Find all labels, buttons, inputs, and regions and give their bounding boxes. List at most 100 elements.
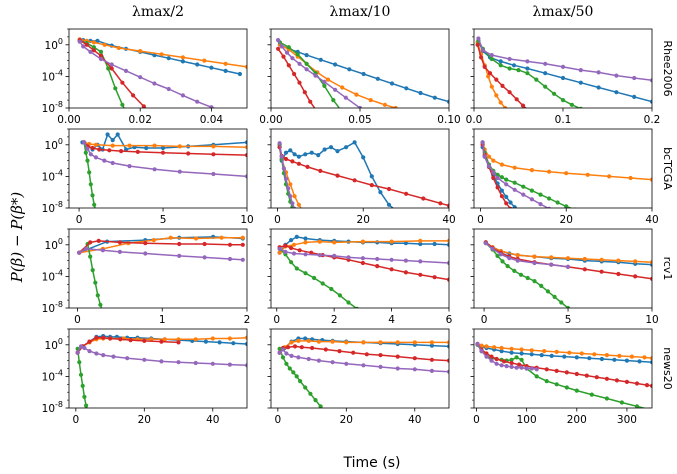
data-point-purple <box>480 48 485 53</box>
row-label-rhee2006: Rhee2006 <box>661 40 674 96</box>
data-point-green <box>588 110 592 114</box>
data-point-purple <box>538 202 543 207</box>
data-point-red <box>514 97 519 102</box>
data-point-red <box>160 150 166 155</box>
y-tick-label: 10-4 <box>42 268 63 283</box>
data-point-purple <box>289 353 294 358</box>
data-point-orange <box>202 58 207 63</box>
data-point-green <box>560 98 566 103</box>
data-point-blue <box>361 155 366 160</box>
data-point-green <box>518 272 524 277</box>
x-tick-label: 0 <box>473 414 480 426</box>
data-point-red <box>403 270 408 275</box>
data-point-orange <box>289 340 294 345</box>
data-point-red <box>544 367 549 372</box>
data-point-purple <box>317 253 322 258</box>
data-point-purple <box>322 79 327 84</box>
plot-area <box>480 140 652 208</box>
data-point-orange <box>494 93 499 98</box>
data-point-blue <box>395 210 399 214</box>
plot-area <box>475 341 652 408</box>
data-point-red <box>109 66 114 71</box>
data-point-orange <box>176 337 181 342</box>
data-point-blue <box>560 75 566 81</box>
data-point-orange <box>604 353 610 358</box>
data-point-purple <box>375 256 380 262</box>
data-point-red <box>438 201 443 206</box>
data-point-red <box>364 352 369 357</box>
data-point-purple <box>240 257 245 262</box>
y-tick-label: 100 <box>45 37 63 52</box>
data-point-orange <box>529 348 534 353</box>
data-point-orange <box>330 339 335 344</box>
data-point-red <box>142 338 147 343</box>
data-point-purple <box>78 344 84 349</box>
data-point-red <box>119 149 124 154</box>
data-point-orange <box>532 254 537 259</box>
data-point-blue <box>288 148 293 153</box>
data-point-blue <box>333 62 338 67</box>
data-point-red <box>318 168 323 173</box>
data-point-blue <box>624 358 630 363</box>
data-point-red <box>135 149 140 154</box>
data-point-orange <box>515 253 520 258</box>
data-point-purple <box>283 249 288 254</box>
x-tick-label: 0 <box>273 314 280 326</box>
data-point-orange <box>567 350 572 355</box>
data-point-green <box>578 106 583 108</box>
data-point-blue <box>549 353 554 358</box>
data-point-red <box>305 164 310 169</box>
data-point-red <box>495 185 500 190</box>
data-point-orange <box>649 356 652 361</box>
data-point-green <box>86 410 90 414</box>
data-point-orange <box>296 202 301 207</box>
data-point-orange <box>491 158 496 163</box>
data-point-red <box>211 152 216 157</box>
data-point-orange <box>244 145 247 150</box>
data-point-red <box>118 337 123 342</box>
data-point-blue <box>429 343 434 348</box>
data-point-purple <box>333 87 338 92</box>
data-point-purple <box>482 154 487 159</box>
data-point-purple <box>109 62 114 67</box>
data-point-red <box>360 260 365 266</box>
data-point-purple <box>138 75 143 80</box>
data-point-red <box>352 178 357 183</box>
y-tick-label: 10-4 <box>42 68 63 83</box>
x-tick-label: 20 <box>560 214 573 226</box>
data-point-purple <box>313 73 318 78</box>
data-point-purple <box>498 252 503 257</box>
data-point-red <box>281 54 286 59</box>
data-point-orange <box>244 64 247 69</box>
plot-area <box>75 334 247 414</box>
x-tick-label: 40 <box>442 214 455 226</box>
data-point-red <box>500 83 505 88</box>
data-point-purple <box>82 140 87 145</box>
data-point-purple <box>177 169 182 174</box>
data-point-purple <box>532 260 537 266</box>
x-tick-label: 1 <box>159 314 166 326</box>
x-tick-label: 0.1 <box>555 114 572 126</box>
data-point-purple <box>227 362 232 367</box>
data-point-blue <box>612 357 617 362</box>
data-point-red <box>564 370 569 375</box>
data-point-purple <box>565 264 571 269</box>
data-point-blue <box>318 57 323 62</box>
data-point-red <box>649 383 652 388</box>
data-point-green <box>94 210 98 214</box>
data-point-blue <box>403 241 408 246</box>
column-title-2: λmax/10 <box>330 4 391 20</box>
data-point-purple <box>330 360 335 365</box>
data-point-orange <box>499 162 504 167</box>
data-point-red <box>96 238 101 243</box>
data-point-blue <box>386 202 392 207</box>
panel-bctcga-col3: 0 20 40 <box>470 128 659 226</box>
axes-frame <box>270 128 450 209</box>
data-point-purple <box>210 361 215 366</box>
data-point-orange <box>579 351 584 356</box>
data-point-purple <box>525 59 530 64</box>
x-tick-label: 40 <box>645 214 658 226</box>
data-point-blue <box>361 71 366 77</box>
data-point-orange <box>607 174 612 179</box>
panel-news20-col3: 0 100 200 300 <box>470 328 653 426</box>
